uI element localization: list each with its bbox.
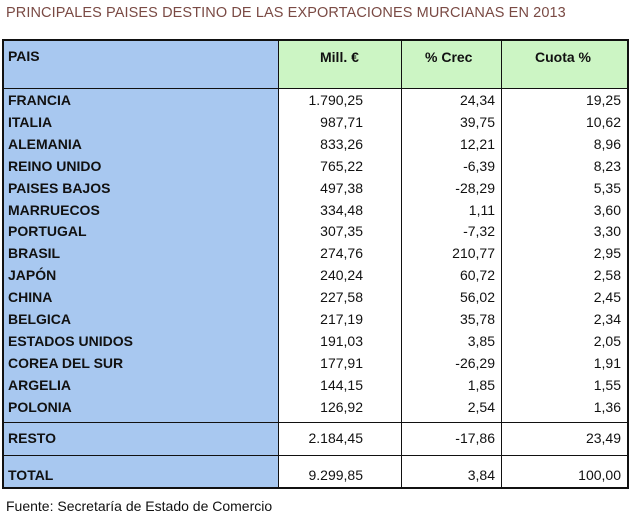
pais-column xyxy=(4,41,279,487)
table-title: PRINCIPALES PAISES DESTINO DE LAS EXPORT… xyxy=(6,5,566,21)
row-pais: MARRUECOS xyxy=(8,202,100,218)
row-crec: 60,72 xyxy=(459,267,495,283)
row-crec: 56,02 xyxy=(459,289,495,305)
mill-header-bg xyxy=(279,41,401,89)
row-cuota: 3,30 xyxy=(593,223,621,239)
row-mill: 126,92 xyxy=(320,399,363,415)
header-pais: PAIS xyxy=(8,48,40,64)
row-mill: 191,03 xyxy=(320,333,363,349)
row-cuota: 2,34 xyxy=(593,311,621,327)
row-pais: FRANCIA xyxy=(8,92,71,108)
total-pais: TOTAL xyxy=(8,467,54,483)
cuota-header-bg xyxy=(502,41,627,89)
row-cuota: 2,58 xyxy=(593,267,621,283)
resto-cuota: 23,49 xyxy=(585,430,621,446)
row-crec: 24,34 xyxy=(459,92,495,108)
row-cuota: 10,62 xyxy=(585,114,621,130)
header-crec: % Crec xyxy=(425,49,473,65)
row-cuota: 1,55 xyxy=(593,377,621,393)
row-crec: -26,29 xyxy=(455,355,495,371)
crec-header-bg xyxy=(402,41,501,89)
total-mill: 9.299,85 xyxy=(308,467,364,483)
row-crec: 210,77 xyxy=(452,245,495,261)
total-divider xyxy=(4,455,627,456)
total-cuota: 100,00 xyxy=(578,467,621,483)
row-crec: 35,78 xyxy=(459,311,495,327)
row-cuota: 2,45 xyxy=(593,289,621,305)
resto-pais: RESTO xyxy=(8,430,56,446)
resto-mill: 2.184,45 xyxy=(308,430,364,446)
row-pais: REINO UNIDO xyxy=(8,158,102,174)
row-pais: BRASIL xyxy=(8,245,61,261)
row-mill: 217,19 xyxy=(320,311,363,327)
resto-divider xyxy=(4,422,627,423)
row-mill: 240,24 xyxy=(320,267,363,283)
resto-crec: -17,86 xyxy=(455,430,495,446)
row-cuota: 1,36 xyxy=(593,399,621,415)
mill-column xyxy=(279,41,402,487)
row-cuota: 1,91 xyxy=(593,355,621,371)
row-pais: BELGICA xyxy=(8,311,71,327)
row-mill: 987,71 xyxy=(320,114,363,130)
row-crec: 1,85 xyxy=(467,377,495,393)
row-pais: ITALIA xyxy=(8,114,53,130)
row-crec: 39,75 xyxy=(459,114,495,130)
row-mill: 334,48 xyxy=(320,202,363,218)
row-pais: ARGELIA xyxy=(8,377,71,393)
row-mill: 307,35 xyxy=(320,223,363,239)
header-divider xyxy=(4,88,627,89)
row-crec: -6,39 xyxy=(463,158,495,174)
row-mill: 274,76 xyxy=(320,245,363,261)
row-cuota: 5,35 xyxy=(593,180,621,196)
row-cuota: 3,60 xyxy=(593,202,621,218)
header-mill: Mill. € xyxy=(320,49,359,65)
header-cuota: Cuota % xyxy=(535,49,591,65)
total-crec: 3,84 xyxy=(467,467,495,483)
row-mill: 177,91 xyxy=(320,355,363,371)
row-pais: CHINA xyxy=(8,289,53,305)
row-pais: ALEMANIA xyxy=(8,136,82,152)
crec-column xyxy=(402,41,502,487)
exports-table: PAIS Mill. € % Crec Cuota % FRANCIA 1.790… xyxy=(2,39,629,489)
row-mill: 833,26 xyxy=(320,136,363,152)
row-crec: 1,11 xyxy=(468,202,495,218)
row-crec: -28,29 xyxy=(455,180,495,196)
row-crec: -7,32 xyxy=(463,223,495,239)
row-pais: PORTUGAL xyxy=(8,223,87,239)
row-pais: ESTADOS UNIDOS xyxy=(8,333,133,349)
row-mill: 765,22 xyxy=(320,158,363,174)
row-pais: PAISES BAJOS xyxy=(8,180,111,196)
row-crec: 12,21 xyxy=(459,136,495,152)
row-pais: JAPÓN xyxy=(8,267,57,283)
row-cuota: 8,96 xyxy=(593,136,621,152)
row-cuota: 2,95 xyxy=(593,245,621,261)
row-mill: 1.790,25 xyxy=(308,92,364,108)
row-mill: 497,38 xyxy=(320,180,363,196)
row-pais: POLONIA xyxy=(8,399,72,415)
row-crec: 3,85 xyxy=(467,333,495,349)
row-crec: 2,54 xyxy=(467,399,495,415)
cuota-column xyxy=(502,41,627,487)
row-pais: COREA DEL SUR xyxy=(8,355,124,371)
row-cuota: 8,23 xyxy=(593,158,621,174)
source-note: Fuente: Secretaría de Estado de Comercio xyxy=(6,498,273,514)
row-mill: 144,15 xyxy=(320,377,363,393)
row-mill: 227,58 xyxy=(320,289,363,305)
row-cuota: 19,25 xyxy=(585,92,621,108)
row-cuota: 2,05 xyxy=(593,333,621,349)
